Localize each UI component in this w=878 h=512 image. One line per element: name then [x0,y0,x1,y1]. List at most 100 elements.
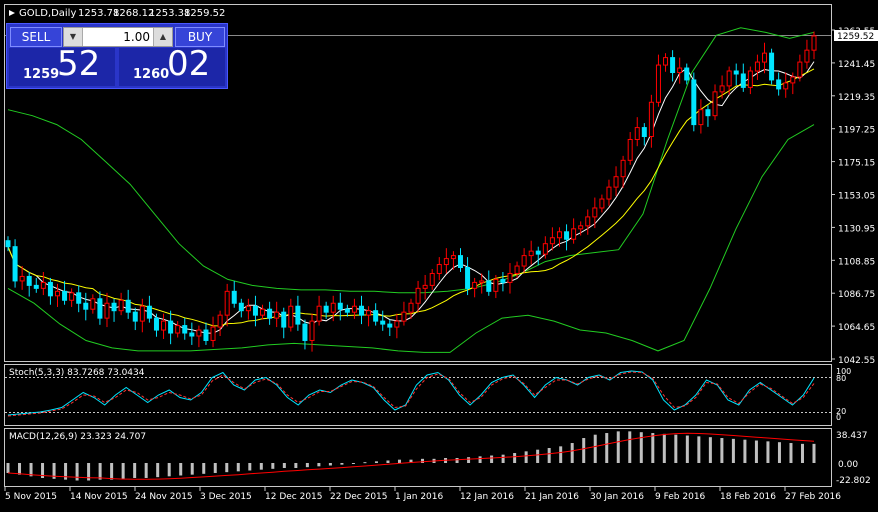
candle-body [797,61,803,78]
macd-bar [18,463,22,475]
macd-bar [536,449,540,463]
macd-bar [674,434,678,463]
lot-size-input[interactable] [84,28,152,46]
date-axis-label: 21 Jan 2016 [525,492,579,502]
macd-bar [478,456,482,463]
macd-bar [144,463,148,478]
candle-body [733,70,739,75]
candle-body [507,272,513,283]
candle-body [747,70,753,88]
price-axis-label: 1042.55 [838,356,875,366]
macd-bar [87,463,91,481]
current-price-label: 1259.52 [837,32,874,42]
candle-body [330,302,336,313]
candle-body [599,198,605,209]
candle-body [740,73,746,88]
candle-body [168,320,174,334]
macd-bar [731,438,735,463]
candle-body [161,320,167,331]
candle-body [316,305,322,322]
macd-axis-top: 38.437 [836,431,868,441]
candle-body [648,101,654,138]
candle-body [5,240,11,248]
candle-body [69,292,75,301]
date-axis-label: 27 Feb 2016 [785,492,841,502]
macd-bar [282,463,286,468]
candle-body [776,79,782,90]
candles [5,31,817,352]
macd-bar [259,463,263,470]
price-axis-label: 1219.35 [838,93,875,103]
sell-button[interactable]: SELL [10,27,62,47]
macd-bar [570,443,574,463]
candle-body [627,138,633,161]
candle-body [132,311,138,322]
sell-price-quote[interactable]: 1259 52 [9,44,115,86]
stoch-axis-0: 0 [836,413,841,422]
candle-body [76,292,82,304]
sell-price-main: 1259 [23,67,60,82]
macd-label: MACD(12,26,9) 23.323 24.707 [9,432,146,442]
stoch-axis-20: 20 [836,407,846,416]
candle-body [479,280,485,283]
macd-bar [29,463,33,477]
stochastic-lines [7,370,815,417]
candle-body [351,305,357,313]
candle-body [606,186,612,200]
macd-bar [720,438,724,463]
macd-bar [294,463,298,468]
candle-body [726,70,732,87]
macd-histogram [6,431,816,481]
candle-body [196,329,202,337]
buy-button[interactable]: BUY [175,27,225,47]
candle-body [295,305,301,325]
price-open: 1253.78 [78,8,119,19]
macd-bar [225,463,229,473]
macd-bar [41,463,45,478]
macd-bar [421,458,425,463]
lot-decrease-icon[interactable]: ▼ [64,28,83,46]
macd-bar [582,438,586,463]
macd-axis-bottom: -22.802 [836,476,871,486]
candle-body [655,64,661,103]
buy-price-pips: 02 [167,44,211,84]
candle-body [556,231,562,239]
candle-body [210,326,216,341]
date-axis-label: 1 Jan 2016 [395,492,443,502]
candle-body [153,317,159,331]
candle-body [118,299,124,312]
macd-bar [559,446,563,463]
macd-signal-line [7,432,815,480]
candle-body [705,109,711,117]
candle-body [231,290,237,304]
sell-price-pips: 52 [57,44,101,84]
candle-body [97,298,103,319]
macd-bar [156,463,160,478]
macd-bar [363,462,367,464]
date-axis-label: 9 Feb 2016 [655,492,706,502]
candle-body [549,237,555,245]
macd-bar [340,463,344,465]
macd-bar [52,463,56,479]
candle-body [337,302,343,310]
macd-bar [190,463,194,475]
date-axis: 5 Nov 2015 14 Nov 2015 24 Nov 2015 3 Dec 20… [4,487,841,502]
one-click-trading-panel: SELL ▼ ▲ BUY 1259 52 1260 02 [6,23,228,89]
date-axis-label: 24 Nov 2015 [135,492,193,502]
candle-body [252,305,258,316]
band-lower-line [7,124,815,353]
macd-axis-zero: 0.00 [838,460,858,470]
candle-body [146,305,152,319]
macd-bar [789,443,793,463]
macd-frame [4,428,832,487]
candle-body [443,258,449,266]
macd-bar [651,433,655,463]
candle-body [111,302,117,312]
buy-price-quote[interactable]: 1260 02 [119,44,225,86]
lot-increase-icon[interactable]: ▲ [153,28,172,46]
macd-bar [593,434,597,463]
candle-body [26,275,32,286]
price-axis-label: 1197.25 [838,126,875,136]
